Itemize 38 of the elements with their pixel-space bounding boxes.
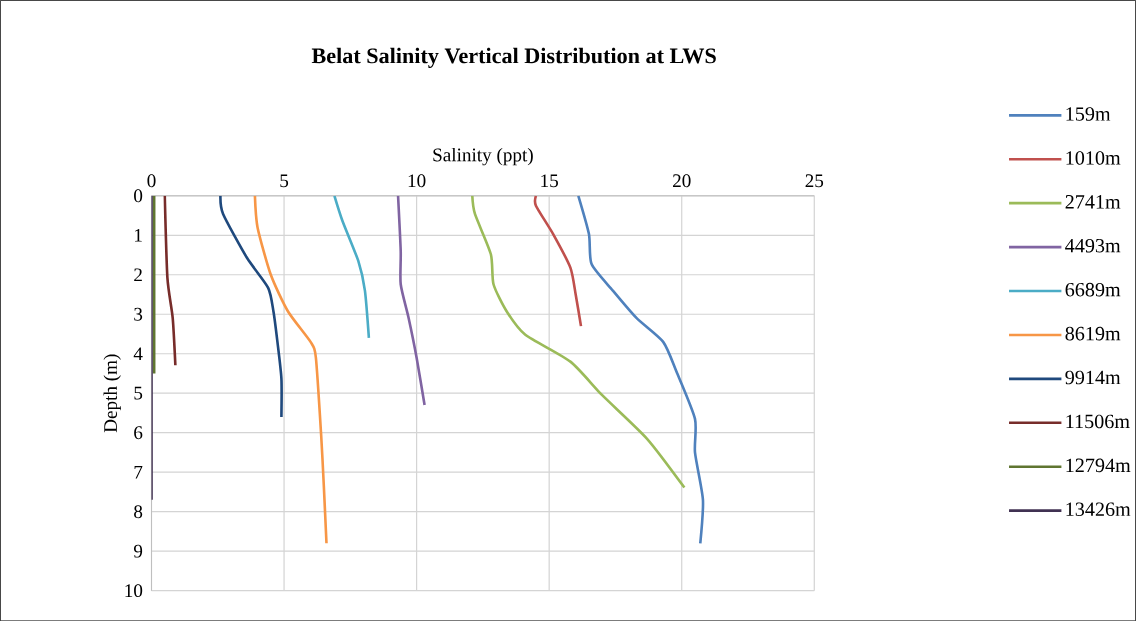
y-tick-label: 5 — [134, 386, 143, 400]
line-series — [219, 195, 283, 419]
y-tick-label: 1 — [135, 228, 142, 242]
y-tick-label: 7 — [134, 465, 143, 479]
legend-label: 12794m — [1066, 458, 1131, 473]
y-axis-title: Depth (m) — [103, 354, 121, 433]
legend-label: 159m — [1066, 107, 1111, 121]
chart-title: Belat Salinity Vertical Distribution at LWS — [311, 47, 716, 68]
x-tick-label: 5 — [280, 174, 289, 188]
legend-label: 9914m — [1065, 370, 1121, 385]
x-axis-title: Salinity (ppt) — [433, 147, 533, 166]
y-tick-label: 6 — [134, 426, 143, 440]
line-series — [163, 195, 177, 367]
legend-label: 2741m — [1065, 194, 1121, 209]
y-tick-label: 3 — [134, 307, 143, 321]
y-tick-label: 2 — [134, 268, 142, 281]
x-tick-label: 25 — [805, 174, 824, 188]
y-tick-label: 0 — [134, 189, 143, 203]
legend-label: 1010m — [1066, 151, 1121, 165]
line-series — [533, 195, 583, 328]
line-series — [253, 195, 328, 545]
y-tick-label: 8 — [134, 505, 143, 519]
x-tick-label: 15 — [541, 174, 558, 188]
y-tick-label: 9 — [133, 544, 143, 558]
x-tick-label: 10 — [408, 174, 426, 188]
y-tick-label: 4 — [133, 347, 143, 360]
x-tick-label: 20 — [673, 174, 691, 188]
x-tick-label: 0 — [147, 174, 156, 188]
line-series — [577, 195, 705, 545]
legend-label: 8619m — [1065, 326, 1121, 341]
legend-label: 13426m — [1066, 502, 1131, 516]
line-series — [396, 195, 426, 407]
line-series — [470, 195, 686, 489]
legend-label: 6689m — [1065, 282, 1121, 297]
y-tick-label: 10 — [125, 584, 143, 597]
legend-label: 11506m — [1066, 414, 1130, 429]
legend-label: 4493m — [1065, 238, 1121, 253]
line-series — [333, 195, 371, 340]
